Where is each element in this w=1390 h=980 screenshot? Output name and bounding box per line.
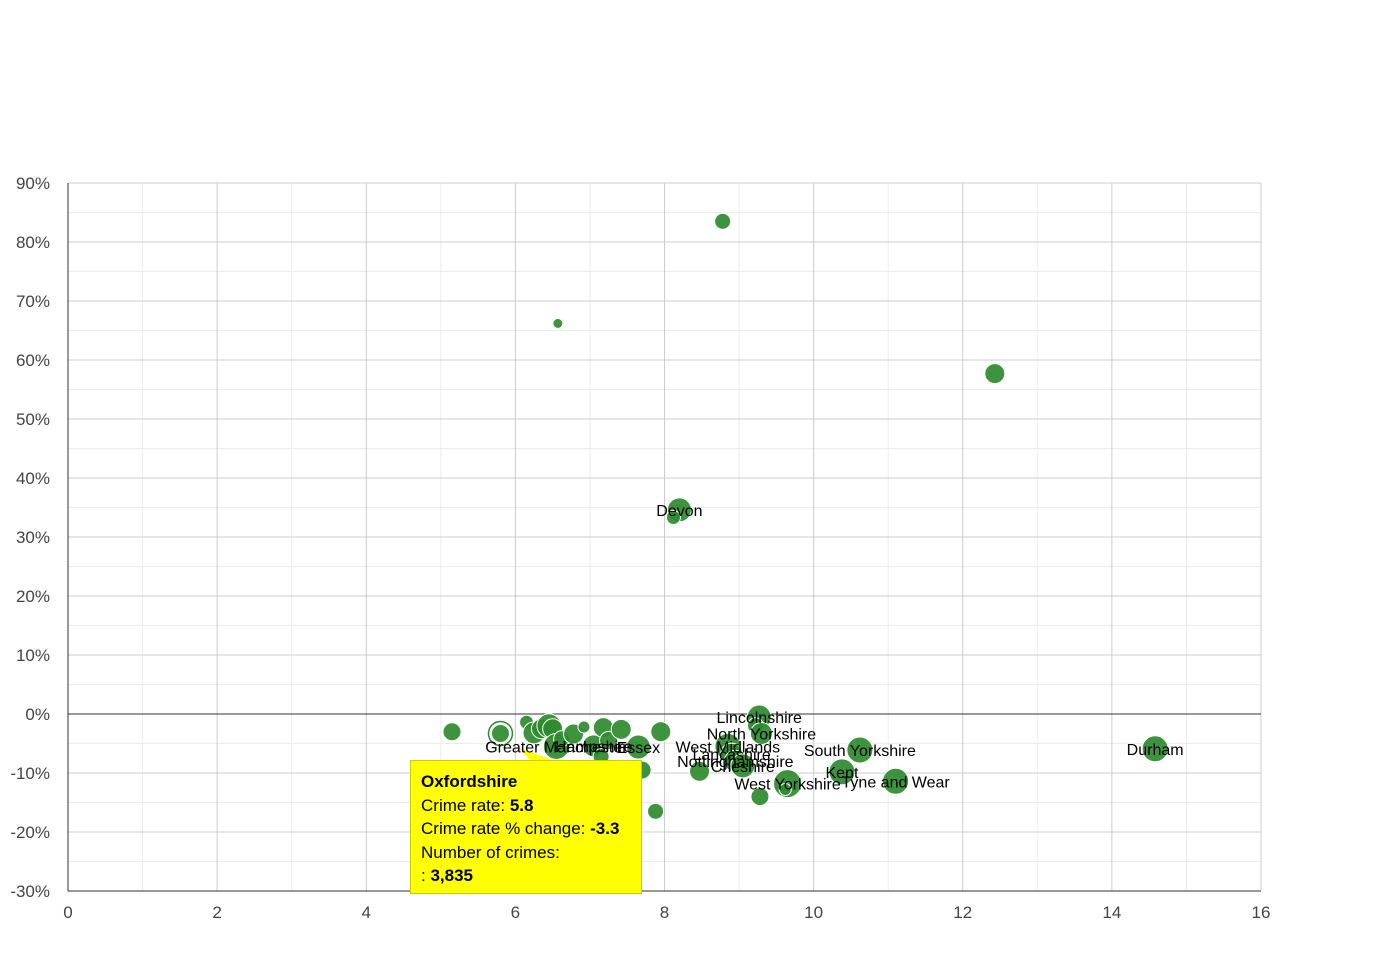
point-label: Durham (1127, 742, 1184, 759)
y-tick-label: 70% (16, 292, 50, 311)
x-tick-label: 0 (63, 903, 72, 922)
data-point (665, 510, 681, 526)
point-label: South Yorkshire (804, 743, 916, 760)
point-label: North Yorkshire (707, 726, 816, 743)
data-point (577, 720, 591, 734)
point-label: Essex (617, 740, 661, 757)
data-point (750, 787, 770, 807)
tooltip-change: Crime rate % change: -3.3 (421, 819, 620, 838)
data-points (442, 212, 1169, 820)
data-point (552, 317, 564, 329)
data-point (749, 721, 773, 745)
data-point (714, 212, 732, 230)
point-label: Lancashire (692, 747, 770, 764)
point-label: Devon (656, 503, 702, 520)
y-tick-label: 90% (16, 174, 50, 193)
data-point (730, 753, 756, 779)
point-label: West Midlands (676, 739, 781, 756)
y-tick-label: -20% (10, 823, 50, 842)
point-label: Cheshire (711, 759, 775, 776)
point-label: Greater Manchester (485, 739, 628, 756)
point-label: Hampshire (555, 739, 632, 756)
x-tick-label: 4 (362, 903, 371, 922)
x-tick-label: 8 (660, 903, 669, 922)
tooltip-crimes-label: Number of crimes: (421, 842, 560, 862)
point-label: Lincolnshire (716, 710, 801, 727)
y-tick-label: 20% (16, 587, 50, 606)
data-point (882, 767, 910, 795)
x-tick-label: 2 (212, 903, 221, 922)
y-tick-label: -30% (10, 882, 50, 901)
x-tick-label: 10 (804, 903, 823, 922)
tick-labels: 90% 80% 70% 60% 50% 40% 30% 20% 10% 0% -10% -20% -30… (10, 174, 1270, 922)
x-tick-label: 16 (1252, 903, 1271, 922)
x-tick-label: 6 (511, 903, 520, 922)
tooltip-crimes: : 3,835 (421, 866, 474, 885)
tooltip-title: Oxfordshire (421, 772, 518, 791)
y-tick-label: 40% (16, 469, 50, 488)
y-tick-label: 0% (25, 705, 50, 724)
data-point (1141, 735, 1169, 763)
data-point (828, 758, 856, 786)
data-point (650, 721, 672, 743)
data-point (490, 723, 510, 743)
data-point (778, 783, 792, 797)
tooltip: Oxfordshire Crime rate: 5.8 Crime rate %… (410, 760, 642, 894)
data-point (610, 718, 632, 740)
axes (67, 183, 1261, 892)
y-tick-label: 80% (16, 233, 50, 252)
tooltip-pointer (518, 747, 552, 760)
point-label: Nottinghamshire (677, 754, 794, 771)
point-label: West Yorkshire (734, 777, 841, 794)
point-label: Kent (825, 765, 858, 782)
y-tick-label: 50% (16, 410, 50, 429)
x-tick-label: 12 (953, 903, 972, 922)
point-label: Tyne and Wear (842, 774, 951, 791)
data-point (625, 734, 651, 760)
data-point (846, 736, 874, 764)
data-point (647, 802, 665, 820)
data-point (599, 731, 619, 751)
y-tick-label: 30% (16, 528, 50, 547)
data-point (984, 363, 1006, 385)
y-tick-label: 60% (16, 351, 50, 370)
x-tick-label: 14 (1102, 903, 1121, 922)
data-point (442, 722, 462, 742)
y-tick-label: 10% (16, 646, 50, 665)
data-point (689, 760, 711, 782)
tooltip-rate: Crime rate: 5.8 (421, 795, 534, 815)
y-tick-label: -10% (10, 764, 50, 783)
